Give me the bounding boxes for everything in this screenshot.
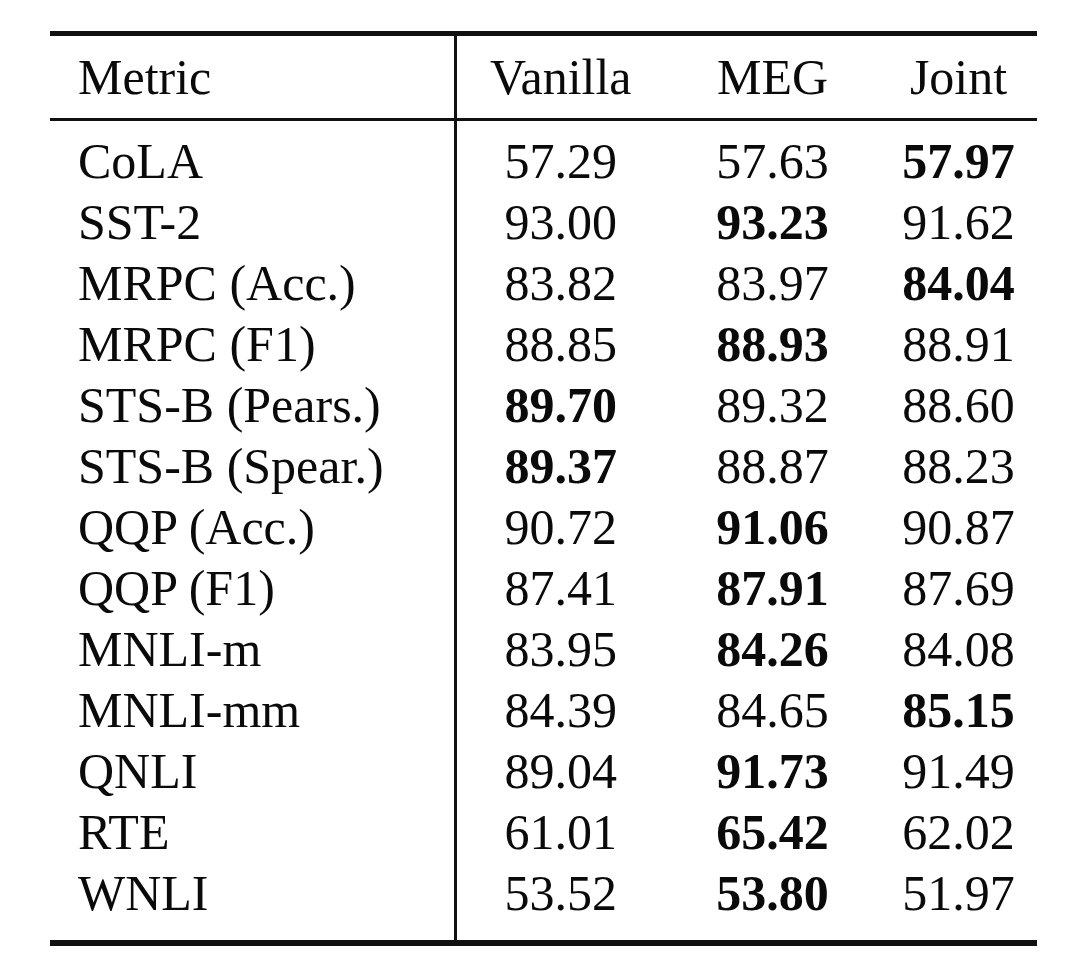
value-cell: 91.62 — [880, 192, 1037, 253]
value-cell: 53.52 — [455, 863, 665, 943]
value-cell: 90.87 — [880, 497, 1037, 558]
value-cell: 89.37 — [455, 436, 665, 497]
value-cell: 83.82 — [455, 253, 665, 314]
value-cell: 87.91 — [665, 558, 880, 619]
value-cell: 87.41 — [455, 558, 665, 619]
paper-table-figure: Metric Vanilla MEG Joint CoLA 57.29 57.6… — [0, 0, 1080, 965]
value-cell: 65.42 — [665, 802, 880, 863]
value-cell: 89.32 — [665, 375, 880, 436]
table-row: MNLI-m 83.95 84.26 84.08 — [50, 619, 1037, 680]
value-cell: 84.65 — [665, 680, 880, 741]
value-cell: 93.23 — [665, 192, 880, 253]
metric-cell: SST-2 — [50, 192, 455, 253]
table-row: WNLI 53.52 53.80 51.97 — [50, 863, 1037, 943]
value-cell: 61.01 — [455, 802, 665, 863]
metric-cell: MRPC (F1) — [50, 314, 455, 375]
col-header-joint: Joint — [880, 34, 1037, 120]
metric-cell: QQP (Acc.) — [50, 497, 455, 558]
value-cell: 89.70 — [455, 375, 665, 436]
value-cell: 90.72 — [455, 497, 665, 558]
results-table: Metric Vanilla MEG Joint CoLA 57.29 57.6… — [50, 31, 1037, 946]
metric-cell: STS-B (Spear.) — [50, 436, 455, 497]
table-row: MNLI-mm 84.39 84.65 85.15 — [50, 680, 1037, 741]
value-cell: 91.06 — [665, 497, 880, 558]
value-cell: 88.87 — [665, 436, 880, 497]
value-cell: 62.02 — [880, 802, 1037, 863]
value-cell: 84.04 — [880, 253, 1037, 314]
value-cell: 85.15 — [880, 680, 1037, 741]
value-cell: 83.95 — [455, 619, 665, 680]
value-cell: 89.04 — [455, 741, 665, 802]
metric-cell: MNLI-mm — [50, 680, 455, 741]
table-row: MRPC (Acc.) 83.82 83.97 84.04 — [50, 253, 1037, 314]
col-header-vanilla: Vanilla — [455, 34, 665, 120]
value-cell: 88.60 — [880, 375, 1037, 436]
value-cell: 91.73 — [665, 741, 880, 802]
header-row: Metric Vanilla MEG Joint — [50, 34, 1037, 120]
col-header-meg: MEG — [665, 34, 880, 120]
value-cell: 57.63 — [665, 120, 880, 193]
value-cell: 88.23 — [880, 436, 1037, 497]
value-cell: 84.26 — [665, 619, 880, 680]
table-row: MRPC (F1) 88.85 88.93 88.91 — [50, 314, 1037, 375]
table-row: CoLA 57.29 57.63 57.97 — [50, 120, 1037, 193]
table-row: QQP (Acc.) 90.72 91.06 90.87 — [50, 497, 1037, 558]
value-cell: 53.80 — [665, 863, 880, 943]
metric-cell: RTE — [50, 802, 455, 863]
value-cell: 57.29 — [455, 120, 665, 193]
value-cell: 88.85 — [455, 314, 665, 375]
value-cell: 91.49 — [880, 741, 1037, 802]
table-row: RTE 61.01 65.42 62.02 — [50, 802, 1037, 863]
value-cell: 87.69 — [880, 558, 1037, 619]
metric-cell: MNLI-m — [50, 619, 455, 680]
table-row: QNLI 89.04 91.73 91.49 — [50, 741, 1037, 802]
metric-cell: QQP (F1) — [50, 558, 455, 619]
value-cell: 88.91 — [880, 314, 1037, 375]
value-cell: 93.00 — [455, 192, 665, 253]
metric-cell: QNLI — [50, 741, 455, 802]
value-cell: 88.93 — [665, 314, 880, 375]
value-cell: 84.39 — [455, 680, 665, 741]
value-cell: 83.97 — [665, 253, 880, 314]
table-row: STS-B (Pears.) 89.70 89.32 88.60 — [50, 375, 1037, 436]
value-cell: 51.97 — [880, 863, 1037, 943]
table-row: STS-B (Spear.) 89.37 88.87 88.23 — [50, 436, 1037, 497]
col-header-metric: Metric — [50, 34, 455, 120]
table-row: SST-2 93.00 93.23 91.62 — [50, 192, 1037, 253]
metric-cell: MRPC (Acc.) — [50, 253, 455, 314]
metric-cell: WNLI — [50, 863, 455, 943]
metric-cell: STS-B (Pears.) — [50, 375, 455, 436]
table-row: QQP (F1) 87.41 87.91 87.69 — [50, 558, 1037, 619]
value-cell: 57.97 — [880, 120, 1037, 193]
value-cell: 84.08 — [880, 619, 1037, 680]
metric-cell: CoLA — [50, 120, 455, 193]
